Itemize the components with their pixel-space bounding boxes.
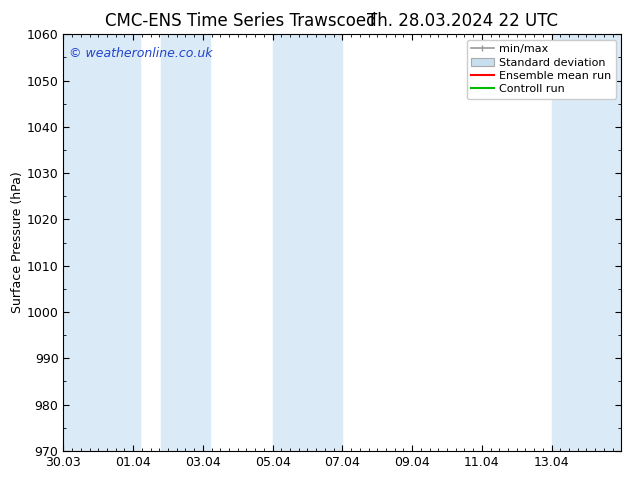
Bar	[273, 34, 342, 451]
Bar	[552, 34, 621, 451]
Bar	[161, 34, 210, 451]
Text: Th. 28.03.2024 22 UTC: Th. 28.03.2024 22 UTC	[367, 12, 559, 30]
Legend: min/max, Standard deviation, Ensemble mean run, Controll run: min/max, Standard deviation, Ensemble me…	[467, 40, 616, 99]
Bar	[63, 34, 140, 451]
Y-axis label: Surface Pressure (hPa): Surface Pressure (hPa)	[11, 172, 24, 314]
Text: © weatheronline.co.uk: © weatheronline.co.uk	[69, 47, 212, 60]
Text: CMC-ENS Time Series Trawscoed: CMC-ENS Time Series Trawscoed	[105, 12, 377, 30]
